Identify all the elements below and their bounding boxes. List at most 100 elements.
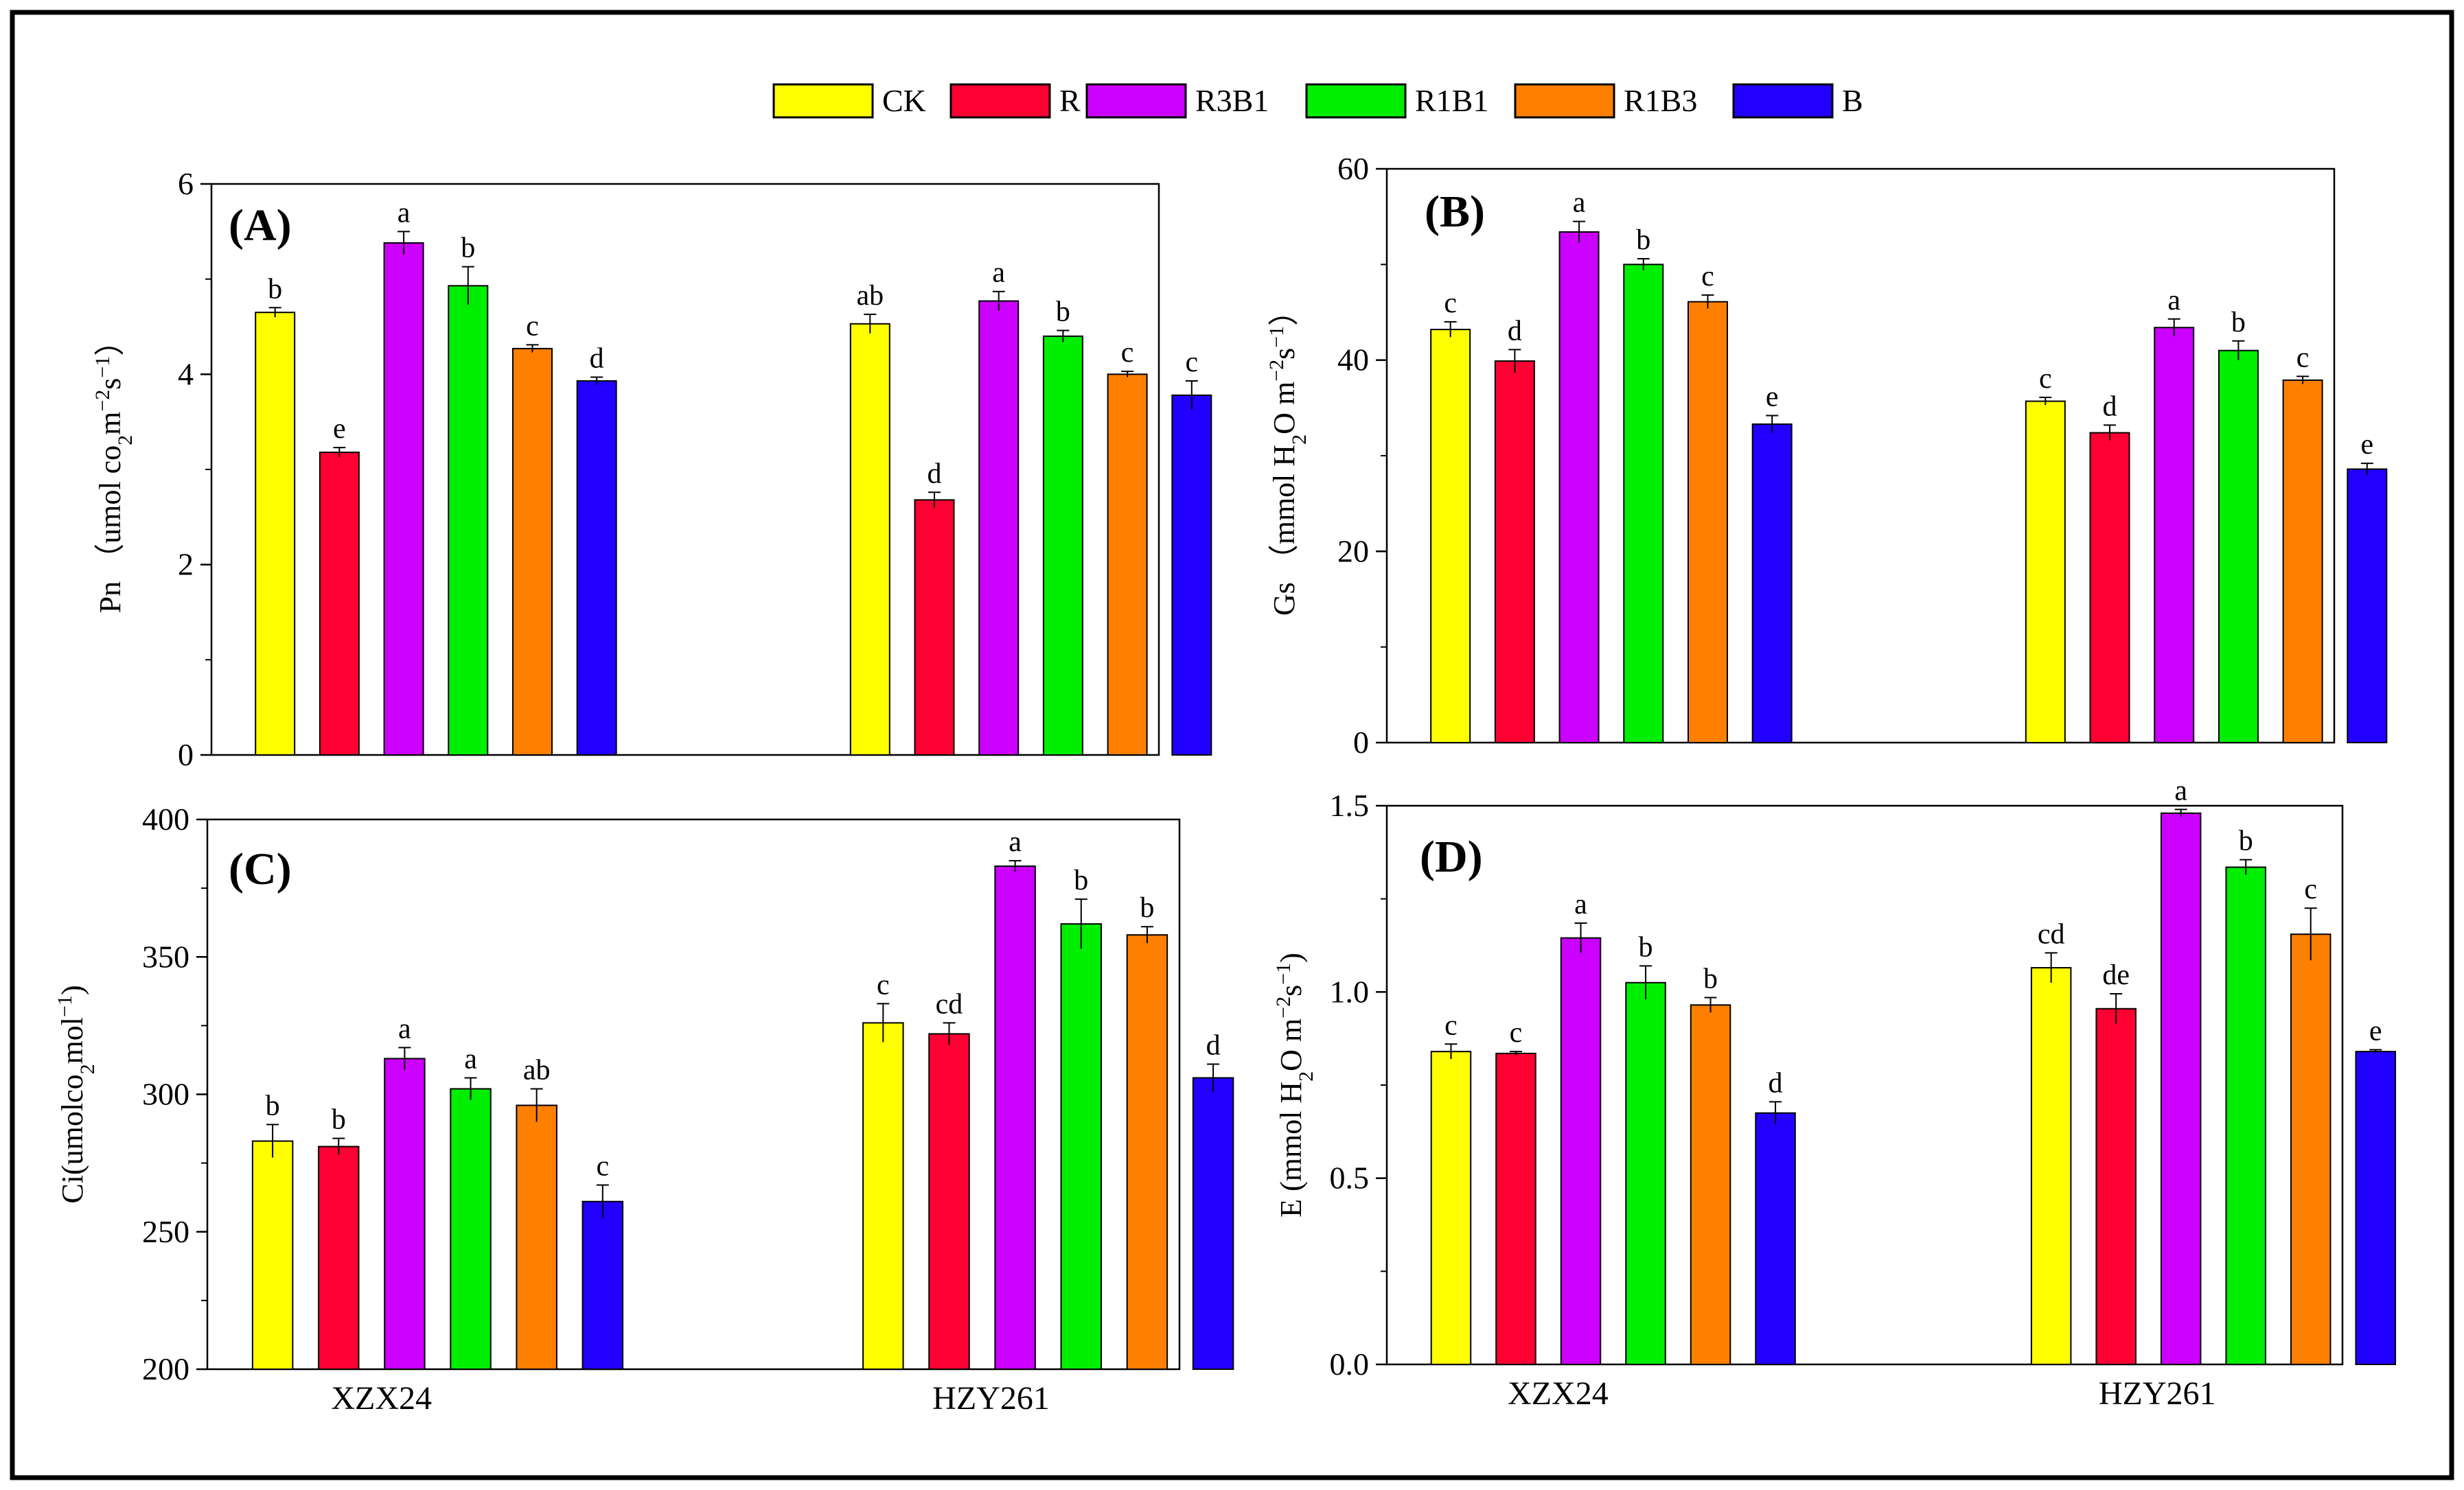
panel-letter: (C): [229, 844, 292, 894]
significance-letter: e: [2369, 1015, 2382, 1047]
bar-xzx24-r1b1: [448, 285, 489, 756]
legend-label-b: B: [1842, 83, 1863, 118]
significance-letter: e: [2360, 429, 2373, 461]
significance-letter: b: [332, 1104, 346, 1136]
significance-letter: b: [266, 1091, 280, 1122]
legend-label-r1b1: R1B1: [1415, 83, 1488, 118]
bar-xzx24-r: [1495, 1052, 1536, 1365]
bar-hzy261-ck: [862, 1022, 904, 1370]
panel-letter: (A): [229, 200, 292, 251]
bar-hzy261-b: [1171, 394, 1212, 756]
bar-xzx24-r1b3: [1687, 301, 1728, 743]
bar-xzx24-r1b3: [511, 347, 553, 756]
bar-xzx24-b: [576, 380, 617, 756]
significance-letter: cd: [936, 988, 963, 1020]
bar-xzx24-ck: [251, 1140, 294, 1370]
bar-hzy261-r3b1: [994, 865, 1036, 1370]
bar-hzy261-r3b1: [978, 300, 1020, 756]
legend-swatch-b: [1732, 83, 1834, 119]
bar-hzy261-b: [1192, 1077, 1234, 1370]
significance-letter: d: [1508, 315, 1522, 347]
bar-hzy261-b: [2355, 1051, 2396, 1366]
legend-swatch-r1b1: [1305, 83, 1407, 119]
significance-letter: b: [1074, 865, 1088, 896]
significance-letter: a: [2167, 285, 2180, 316]
y-tick-label: 300: [142, 1077, 189, 1112]
bar-hzy261-r1b1: [2218, 349, 2259, 743]
y-tick-label: 0.0: [1330, 1347, 1370, 1382]
y-tick-label: 0: [1353, 725, 1369, 760]
significance-letter: c: [877, 969, 890, 1001]
significance-letter: c: [1185, 347, 1198, 378]
bar-xzx24-r1b3: [516, 1104, 557, 1371]
significance-letter: d: [1769, 1067, 1783, 1099]
significance-letter: a: [398, 1013, 411, 1045]
significance-letter: b: [1636, 224, 1650, 256]
significance-letter: a: [2174, 775, 2187, 806]
legend-swatch-r3b1: [1085, 83, 1187, 119]
significance-letter: d: [2103, 391, 2117, 422]
bar-hzy261-r: [2089, 432, 2130, 743]
significance-letter: c: [1701, 261, 1714, 292]
bar-xzx24-b: [1755, 1112, 1796, 1365]
bar-hzy261-r1b3: [2282, 379, 2323, 743]
bar-xzx24-r: [319, 452, 360, 756]
significance-letter: c: [596, 1151, 609, 1183]
significance-letter: c: [526, 310, 539, 342]
bar-xzx24-r1b1: [1625, 981, 1666, 1366]
bar-xzx24-r3b1: [1558, 231, 1600, 743]
y-tick-label: 1.5: [1330, 788, 1370, 823]
significance-letter: b: [2239, 826, 2253, 857]
legend-swatch-ck: [772, 83, 874, 119]
y-tick-label: 0.5: [1330, 1161, 1370, 1196]
significance-letter: ab: [856, 280, 884, 312]
bar-hzy261-r1b1: [2225, 866, 2266, 1366]
bar-xzx24-r3b1: [384, 1058, 426, 1371]
bar-xzx24-r: [1494, 360, 1535, 743]
bar-hzy261-r: [2095, 1008, 2137, 1365]
significance-letter: d: [590, 342, 604, 374]
significance-letter: c: [1510, 1017, 1523, 1049]
significance-letter: d: [1206, 1029, 1221, 1061]
legend-label-r: R: [1059, 83, 1081, 118]
significance-letter: a: [1574, 889, 1587, 920]
bar-xzx24-r3b1: [383, 242, 424, 756]
significance-letter: a: [1009, 826, 1022, 858]
bar-hzy261-r1b3: [1126, 934, 1168, 1370]
legend-swatch-r1b3: [1514, 83, 1615, 119]
y-tick-label: 200: [142, 1351, 189, 1386]
y-tick-label: 250: [142, 1214, 189, 1249]
significance-letter: c: [1444, 1010, 1458, 1041]
bar-xzx24-b: [582, 1200, 624, 1370]
bar-hzy261-r: [928, 1033, 970, 1370]
panel-letter: (D): [1420, 832, 1483, 882]
significance-letter: b: [268, 273, 282, 305]
bar-xzx24-b: [1751, 423, 1793, 744]
bar-hzy261-r1b3: [1107, 373, 1148, 756]
significance-letter: d: [928, 458, 942, 489]
panel-letter: (B): [1425, 187, 1485, 237]
y-tick-label: 350: [142, 939, 189, 974]
significance-letter: a: [1573, 187, 1586, 219]
y-tick-label: 40: [1337, 342, 1369, 377]
bar-hzy261-r3b1: [2160, 812, 2202, 1366]
legend-label-r3b1: R3B1: [1195, 83, 1269, 118]
significance-letter: e: [333, 413, 346, 445]
significance-letter: a: [992, 257, 1005, 289]
significance-letter: b: [1140, 892, 1154, 924]
y-tick-label: 0: [178, 737, 194, 772]
x-category-label: XZX24: [331, 1380, 432, 1417]
bar-xzx24-ck: [1430, 329, 1471, 743]
bar-xzx24-r1b1: [450, 1088, 492, 1370]
legend: CK R R3B1 R1B1 R1B3 B: [772, 83, 1863, 119]
significance-letter: c: [1121, 337, 1134, 369]
significance-letter: a: [398, 197, 411, 229]
y-tick-label: 6: [178, 166, 194, 201]
bar-hzy261-r1b3: [2290, 933, 2331, 1365]
x-category-label: HZY261: [2099, 1375, 2216, 1412]
significance-letter: b: [1056, 296, 1070, 328]
significance-letter: b: [1639, 931, 1653, 963]
legend-label-ck: CK: [882, 83, 926, 118]
